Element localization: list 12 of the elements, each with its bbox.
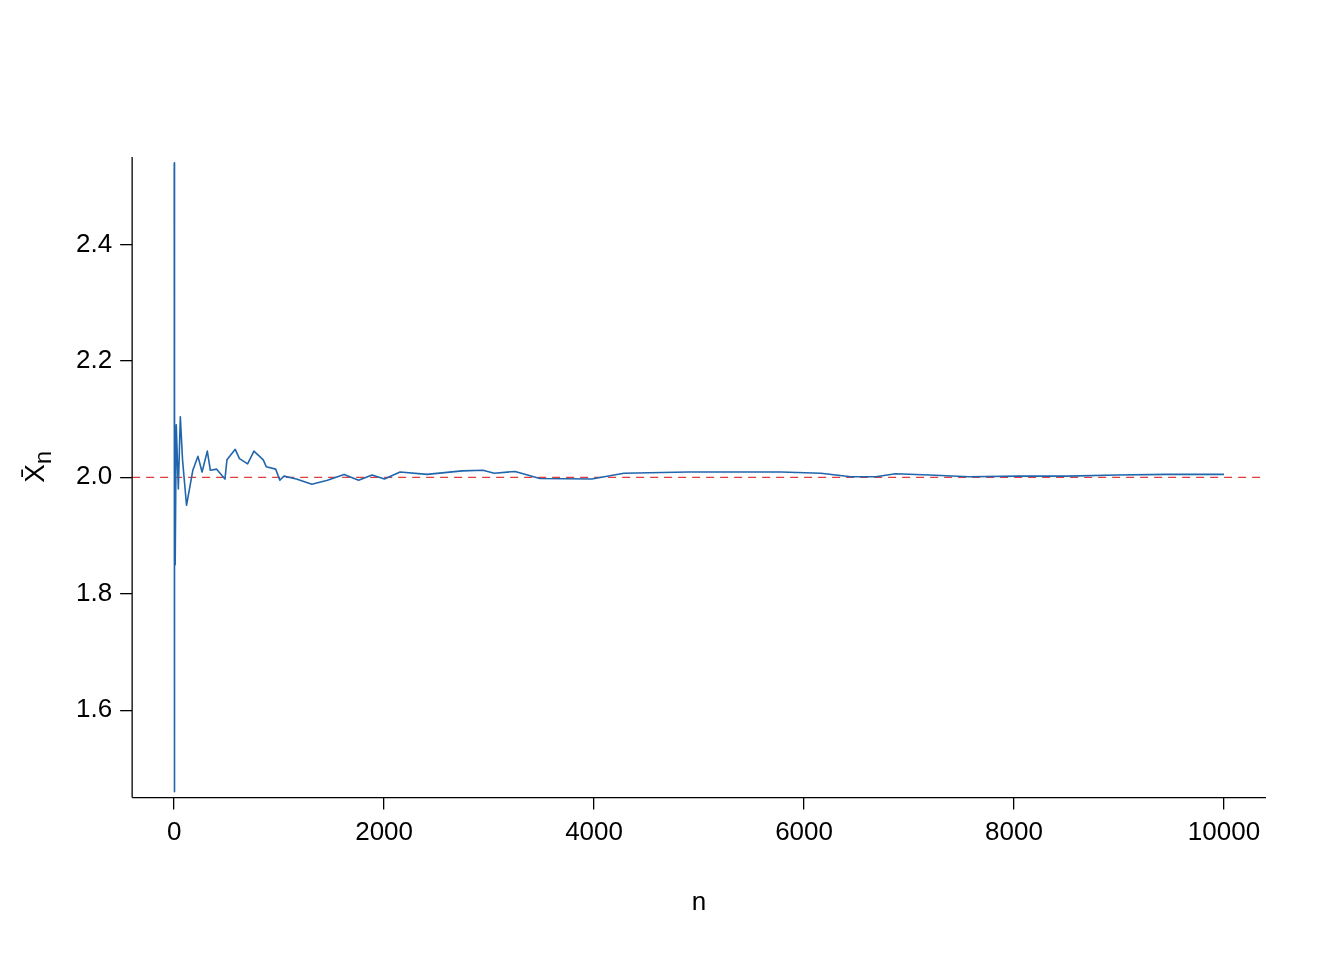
x-tick-label: 4000: [565, 816, 624, 847]
x-axis-title: n: [691, 885, 707, 916]
y-tick-label: 2.0: [75, 460, 113, 491]
y-tick-label: 2.4: [75, 227, 113, 258]
x-tick-label: 8000: [985, 816, 1043, 847]
y-tick-label: 2.2: [75, 344, 113, 374]
x-tick-label: 6000: [775, 816, 833, 847]
x-tick-label: 0: [166, 816, 182, 847]
y-tick-label: 1.6: [75, 693, 113, 724]
x-tick-label: 2000: [355, 816, 414, 847]
y-tick-label: 1.8: [75, 576, 113, 607]
x-tick-label: 10000: [1187, 816, 1261, 847]
